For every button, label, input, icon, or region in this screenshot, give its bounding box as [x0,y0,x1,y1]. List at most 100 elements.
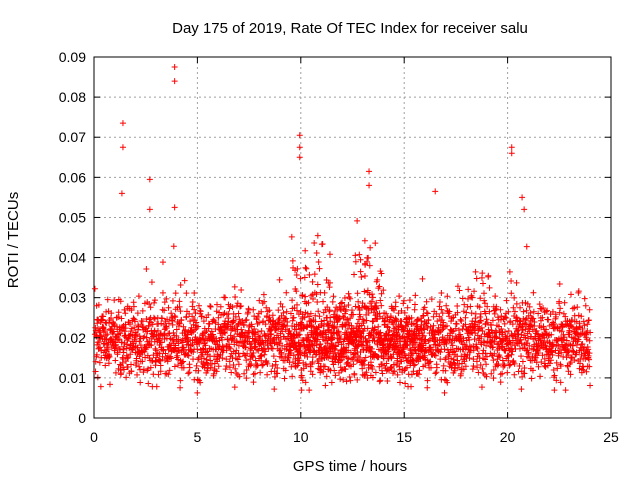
data-point [524,300,531,307]
data-point [229,336,236,343]
data-point [171,313,178,320]
data-point [112,357,119,364]
data-point [459,295,466,302]
data-point [271,386,278,393]
data-point [525,349,532,356]
data-point [136,363,143,370]
data-point [497,306,504,313]
data-point [354,376,361,383]
data-point [508,277,515,284]
data-point [430,322,437,329]
data-point [252,357,259,364]
data-point [217,303,224,310]
data-point [195,302,202,309]
data-point [366,262,373,269]
data-point [571,357,578,364]
data-point [539,314,546,321]
data-point [368,298,375,305]
data-point [372,369,379,376]
data-point [513,327,520,334]
data-point [159,289,166,296]
data-point [412,292,419,299]
data-point [186,369,193,376]
data-point [581,295,588,302]
data-point [360,318,367,325]
data-point [306,337,313,344]
data-point [464,295,471,302]
data-point [454,283,461,290]
data-point [402,380,409,387]
data-point [483,342,490,349]
data-point [535,330,542,337]
data-point [279,328,286,335]
data-points [91,64,594,396]
data-point [215,314,222,321]
data-point [406,297,413,304]
data-point [539,352,546,359]
data-point [312,318,319,325]
data-point [428,364,435,371]
data-point [221,329,228,336]
data-point [378,270,385,277]
data-point [145,365,152,372]
data-point [180,358,187,365]
data-point [170,243,177,250]
data-point [400,297,407,304]
data-point [474,364,481,371]
data-point [235,310,242,317]
data-point [163,325,170,332]
data-point [195,356,202,363]
data-point [102,362,109,369]
data-point [543,326,550,333]
data-point [122,325,129,332]
data-point [249,354,256,361]
data-point [311,239,318,246]
data-point [253,346,260,353]
data-point [537,317,544,324]
data-point [565,368,572,375]
data-point [411,306,418,313]
data-point [190,349,197,356]
data-point [108,310,115,317]
data-point [376,378,383,385]
data-point [511,360,518,367]
data-point [324,340,331,347]
data-point [293,288,300,295]
data-point [454,302,461,309]
data-point [404,342,411,349]
data-point [568,354,575,361]
data-point [225,310,232,317]
data-point [511,371,518,378]
data-point [388,336,395,343]
data-point [139,307,146,314]
data-point [423,320,430,327]
data-point [307,317,314,324]
data-point [488,322,495,329]
data-point [436,299,443,306]
data-point [284,319,291,326]
data-point [431,352,438,359]
data-point [377,377,384,384]
data-point [436,313,443,320]
data-point [307,368,314,375]
data-point [363,369,370,376]
data-point [504,333,511,340]
data-point [519,373,526,380]
data-point [124,364,131,371]
data-point [327,318,334,325]
data-point [469,318,476,325]
data-point [145,323,152,330]
data-point [152,345,159,352]
data-point [222,366,229,373]
data-point [324,304,331,311]
data-point [499,357,506,364]
data-point [347,295,354,302]
data-point [274,370,281,377]
data-point [197,308,204,315]
data-point [479,270,486,277]
data-point [321,289,328,296]
data-point [183,290,190,297]
data-point [366,182,373,189]
data-point [494,362,501,369]
data-point [269,345,276,352]
